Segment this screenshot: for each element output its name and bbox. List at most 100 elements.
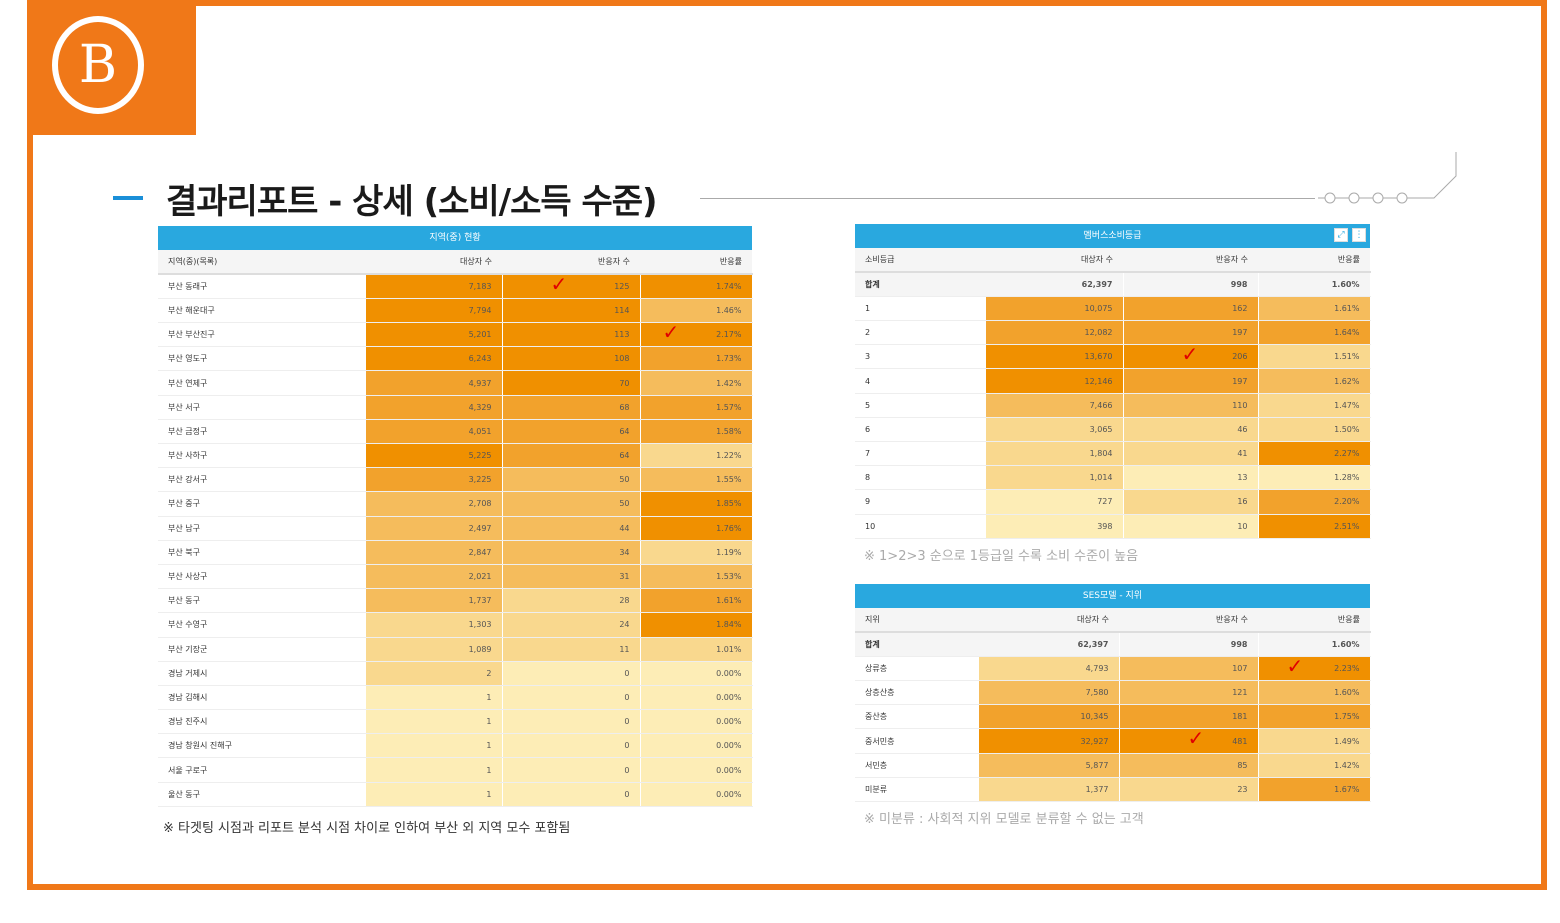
col-header[interactable]: 반응률 [1258,248,1370,274]
rate-cell: 1.85% [640,491,753,517]
col-header[interactable]: 소비등급 [855,248,986,274]
targets-cell: 12,082 [986,320,1124,346]
col-header[interactable]: 지위 [855,608,979,634]
more-icon[interactable]: ⋮ [1352,228,1366,242]
region-panel: 지역(중) 현황 지역(중)(목록) 대상자 수 반응자 수 반응률 부산 동래… [158,226,753,807]
responders-cell: 44 [502,516,641,541]
targets-cell: 1 [366,709,503,735]
row-label: 부산 해운대구 [158,298,366,324]
rate-cell: 2.27% [1258,441,1371,467]
targets-cell: 1 [366,685,503,711]
rate-cell: 2.20% [1258,489,1371,515]
row-label: 울산 동구 [158,782,366,807]
responders-cell: 108 [502,346,641,372]
total-label: 합계 [855,632,979,657]
row-label: 9 [855,489,986,515]
col-header[interactable]: 반응률 [1258,608,1370,634]
table-row: 서울 구로구 1 0 0.00% [158,757,753,783]
row-label: 부산 기장군 [158,637,366,662]
table-row: 부산 사하구 5,225 64 1.22% [158,443,753,469]
targets-cell: 727 [986,489,1124,515]
responders-cell: 50 [502,491,641,517]
consumption-panel-title: 멤버스소비등급 [1083,231,1142,241]
rate-cell: 2.17% ✓ [640,322,753,348]
checkmark-icon: ✓ [550,274,568,297]
targets-cell: 4,329 [366,395,503,420]
table-row: 3 13,670 206 ✓ 1.51% [855,344,1371,370]
col-header[interactable]: 반응자 수 [502,250,640,276]
rate-cell: 1.64% [1258,320,1371,346]
targets-cell: 3,065 [986,417,1124,443]
row-label: 부산 중구 [158,491,366,517]
page-title: 결과리포트 - 상세 (소비/소득 수준) [166,182,658,222]
row-label: 경남 김해시 [158,685,366,711]
col-header[interactable]: 반응자 수 [1119,608,1258,634]
responders-cell: 0 [502,709,641,735]
table-row: 중서민층 32,927 481 ✓ 1.49% [855,728,1371,754]
responders-cell: 50 [502,467,641,493]
table-row: 상층산층 7,580 121 1.60% [855,680,1371,706]
row-label: 7 [855,441,986,467]
table-row: 부산 남구 2,497 44 1.76% [158,516,753,541]
responders-cell: 0 [502,661,641,686]
row-label: 서민층 [855,753,979,778]
table-row: 부산 사상구 2,021 31 1.53% [158,564,753,590]
row-label: 부산 연제구 [158,370,366,396]
total-targets: 62,397 [979,632,1120,657]
row-label: 5 [855,393,986,418]
total-label: 합계 [855,272,986,297]
checkmark-icon: ✓ [1181,344,1199,367]
col-header[interactable]: 대상자 수 [986,248,1123,274]
consumption-note: ※ 1>2>3 순으로 1등급일 수록 소비 수준이 높음 [864,549,1139,564]
responders-cell: 85 [1119,753,1259,778]
rate-cell: 1.73% [640,346,753,372]
ses-panel-header: SES모델 - 지위 [855,584,1370,608]
targets-cell: 32,927 [979,728,1120,754]
table-row: 부산 기장군 1,089 11 1.01% [158,637,753,662]
responders-cell: 113 [502,322,641,348]
row-label: 상층산층 [855,680,979,706]
responders-cell: 197 [1123,320,1259,346]
rate-cell: 1.28% [1258,465,1371,491]
responders-cell: 121 [1119,680,1259,706]
responders-cell: 0 [502,733,641,759]
table-row: 4 12,146 197 1.62% [855,368,1371,394]
responders-cell: 11 [502,637,641,662]
targets-cell: 13,670 [986,344,1124,370]
total-responders: 998 [1123,272,1259,297]
col-header[interactable]: 대상자 수 [366,250,502,276]
targets-cell: 3,225 [366,467,503,493]
row-label: 미분류 [855,777,979,803]
responders-cell: 181 [1119,704,1259,730]
col-header[interactable]: 대상자 수 [979,608,1119,634]
rate-cell: 1.53% [640,564,753,590]
targets-cell: 2,708 [366,491,503,517]
table-row: 1 10,075 162 1.61% [855,296,1371,322]
responders-cell: 23 [1119,777,1259,803]
targets-cell: 7,580 [979,680,1120,706]
rate-cell: 1.49% [1258,728,1371,754]
targets-cell: 2,847 [366,540,503,565]
col-header[interactable]: 지역(중)(목록) [158,250,366,276]
total-rate: 1.60% [1258,632,1371,657]
rate-cell: 1.01% [640,637,753,662]
table-row: 부산 해운대구 7,794 114 1.46% [158,298,753,324]
rate-cell: 1.67% [1258,777,1371,803]
targets-cell: 4,937 [366,370,503,396]
row-label: 8 [855,465,986,491]
responders-cell: 64 [502,419,641,445]
row-label: 경남 진주시 [158,709,366,735]
table-row: 부산 금정구 4,051 64 1.58% [158,419,753,445]
responders-cell: 46 [1123,417,1259,443]
col-header[interactable]: 반응률 [640,250,752,276]
targets-cell: 5,201 [366,322,503,348]
row-label: 부산 사상구 [158,564,366,590]
row-label: 3 [855,344,986,370]
consumption-panel-header: 멤버스소비등급 ⤢ ⋮ [855,224,1370,248]
total-responders: 998 [1119,632,1259,657]
row-label: 6 [855,417,986,443]
row-label: 부산 영도구 [158,346,366,372]
targets-cell: 1,014 [986,465,1124,491]
col-header[interactable]: 반응자 수 [1123,248,1258,274]
expand-icon[interactable]: ⤢ [1334,228,1348,242]
